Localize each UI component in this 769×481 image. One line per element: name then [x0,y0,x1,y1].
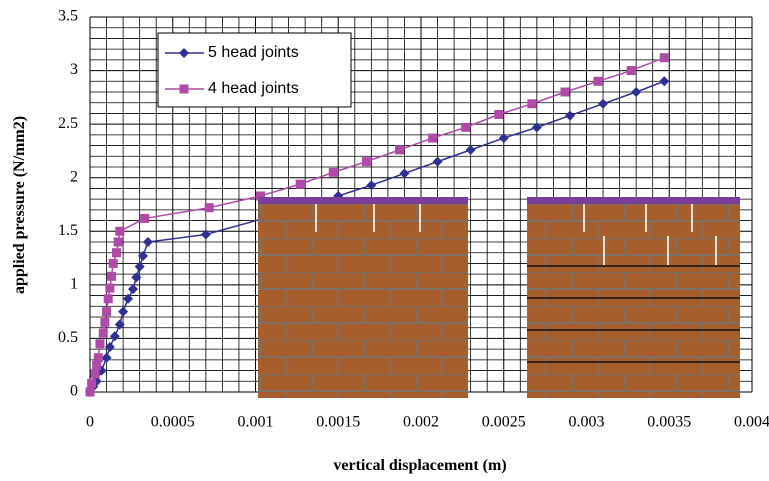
marker [295,179,305,189]
marker [564,110,575,121]
inset-image-2 [527,197,740,398]
marker [626,66,636,76]
marker [107,271,117,281]
marker [255,191,265,201]
x-tick-label: 0.0025 [482,414,526,431]
marker [631,87,642,97]
marker [137,250,148,261]
marker [111,248,121,258]
marker [361,157,371,167]
marker [179,84,189,94]
legend [157,32,352,108]
marker [140,213,150,223]
inset-image-1 [258,197,468,398]
x-tick-label: 0.0005 [151,414,195,431]
marker [98,328,108,338]
y-tick-label: 1.5 [58,222,78,239]
marker [95,339,105,349]
x-tick-label: 0.0015 [316,414,360,431]
marker [103,294,113,304]
marker [134,261,145,272]
marker [527,99,537,109]
legend-label: 5 head joints [208,44,299,61]
x-tick-label: 0 [86,414,94,431]
marker [113,237,123,247]
marker [109,331,120,342]
marker [179,48,189,58]
marker [461,122,471,132]
x-tick-label: 0.001 [238,414,274,431]
marker [108,258,118,268]
y-tick-label: 3 [70,61,78,78]
marker [131,272,142,283]
marker [128,284,139,295]
legend-label: 4 head joints [208,80,299,97]
marker [114,319,125,330]
marker [560,87,570,97]
marker [593,76,603,86]
marker [105,283,115,293]
marker [104,342,115,352]
y-tick-label: 0 [70,383,78,400]
marker [659,53,669,63]
y-tick-label: 3.5 [58,8,78,25]
y-tick-label: 0.5 [58,329,78,346]
marker [432,156,443,167]
marker [142,237,153,247]
marker [85,387,95,397]
marker [498,133,509,144]
marker [92,360,102,370]
marker [204,203,214,213]
marker [102,307,112,317]
y-tick-label: 1 [70,276,78,293]
x-tick-label: 0.003 [569,414,605,431]
marker [123,293,134,304]
marker [659,76,670,87]
marker [100,317,110,327]
marker [115,226,125,236]
marker [93,353,103,363]
y-tick-label: 2 [70,168,78,185]
y-axis-label: applied pressure (N/mm2) [11,116,28,294]
y-tick-label: 2.5 [58,115,78,132]
marker [328,167,338,177]
marker [87,378,97,388]
marker [465,144,476,155]
marker [399,168,410,179]
x-tick-label: 0.0035 [647,414,691,431]
marker [118,306,129,317]
marker [366,180,377,191]
x-tick-label: 0.002 [403,414,439,431]
marker [200,229,211,240]
x-axis-label: vertical displacement (m) [333,457,506,474]
marker [598,98,609,109]
marker [101,352,112,363]
marker [531,122,542,133]
marker [90,369,100,379]
x-tick-label: 0.004 [734,414,769,431]
marker [428,133,438,143]
marker [494,110,504,119]
marker [394,145,404,155]
